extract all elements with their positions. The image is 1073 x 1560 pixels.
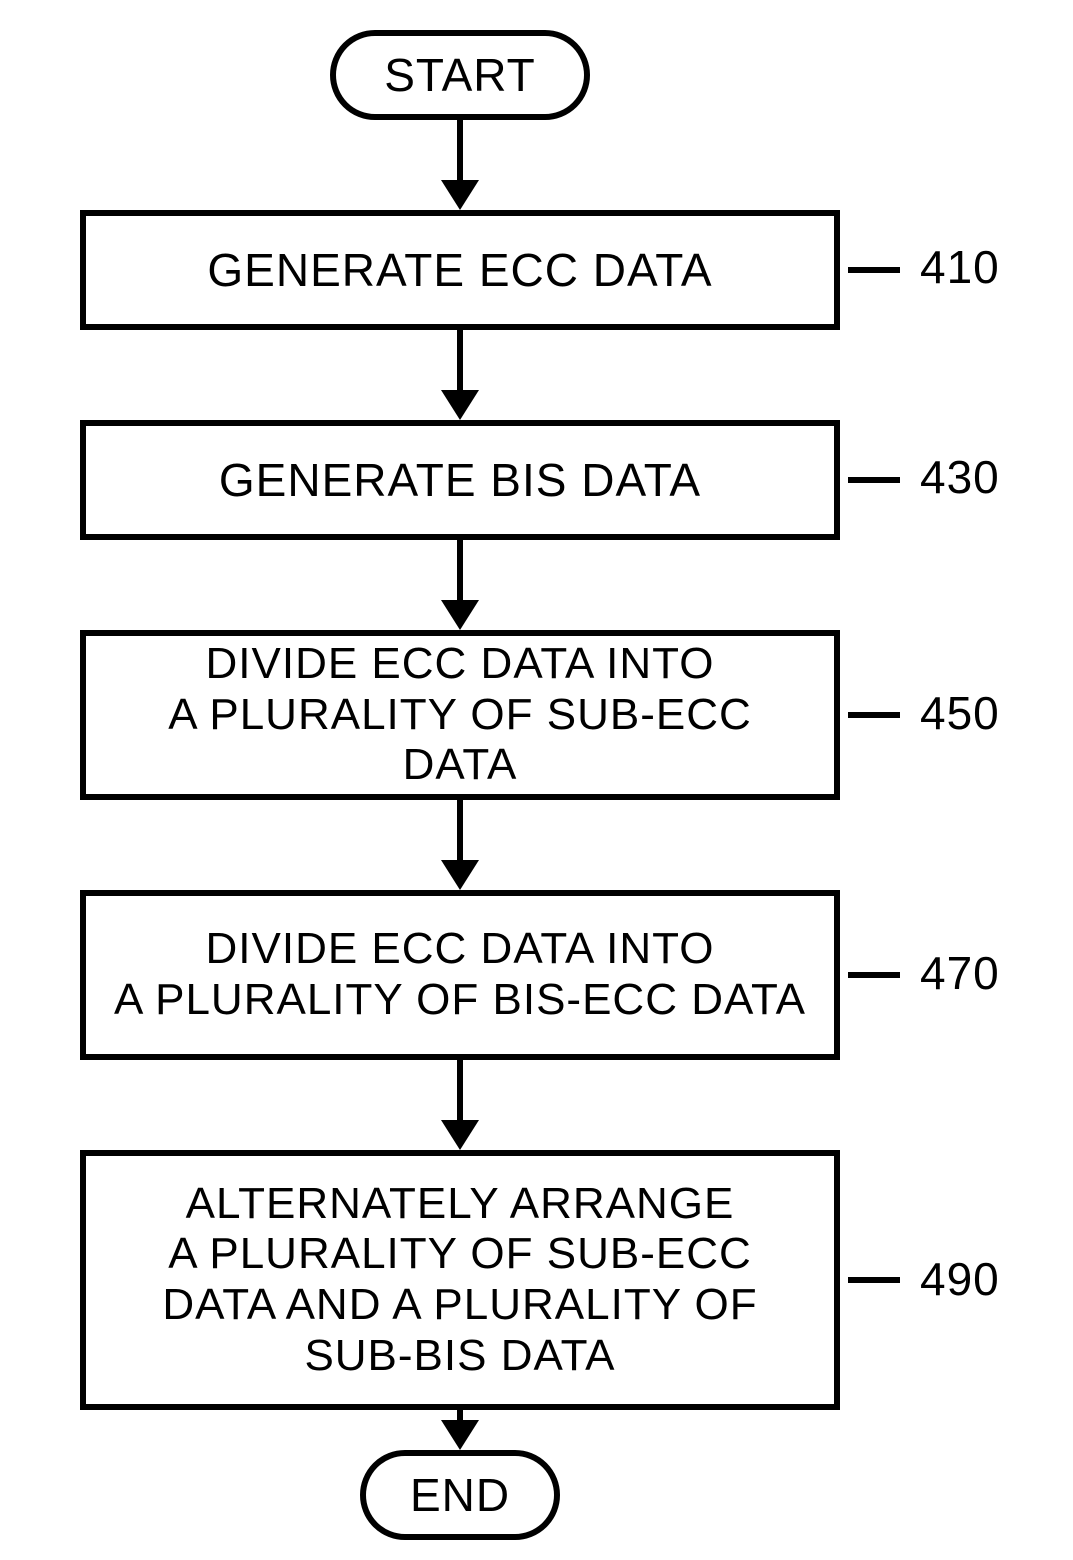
step-label-450: 450	[920, 686, 1000, 740]
label-tick	[848, 1277, 900, 1283]
label-tick	[848, 267, 900, 273]
step-label-410: 410	[920, 240, 1000, 294]
process-step-490: ALTERNATELY ARRANGEA PLURALITY OF SUB-EC…	[80, 1150, 840, 1410]
step-label-470: 470	[920, 946, 1000, 1000]
step-label-430: 430	[920, 450, 1000, 504]
process-text: DIVIDE ECC DATA INTOA PLURALITY OF BIS-E…	[114, 924, 806, 1025]
terminator-end: END	[360, 1450, 560, 1540]
process-text: GENERATE BIS DATA	[219, 454, 701, 507]
process-step-410: GENERATE ECC DATA	[80, 210, 840, 330]
terminator-start-label: START	[384, 48, 536, 102]
terminator-start: START	[330, 30, 590, 120]
process-text: GENERATE ECC DATA	[207, 244, 712, 297]
process-step-450: DIVIDE ECC DATA INTOA PLURALITY OF SUB-E…	[80, 630, 840, 800]
flowchart-canvas: START GENERATE ECC DATA 410 GENERATE BIS…	[0, 0, 1073, 1560]
step-label-490: 490	[920, 1252, 1000, 1306]
terminator-end-label: END	[410, 1468, 510, 1522]
process-text: DIVIDE ECC DATA INTOA PLURALITY OF SUB-E…	[106, 639, 814, 791]
label-tick	[848, 972, 900, 978]
label-tick	[848, 712, 900, 718]
process-step-470: DIVIDE ECC DATA INTOA PLURALITY OF BIS-E…	[80, 890, 840, 1060]
label-tick	[848, 477, 900, 483]
process-step-430: GENERATE BIS DATA	[80, 420, 840, 540]
process-text: ALTERNATELY ARRANGEA PLURALITY OF SUB-EC…	[162, 1179, 757, 1381]
